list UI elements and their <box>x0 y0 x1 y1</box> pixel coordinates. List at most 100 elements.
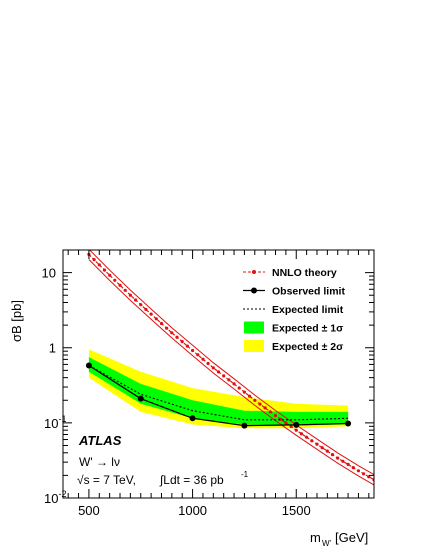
legend-entry: Expected ± 2σ <box>244 340 343 353</box>
x-tick-label: 1000 <box>178 503 207 518</box>
theory-point <box>341 459 345 463</box>
observed-point <box>293 421 300 428</box>
theory-point <box>97 263 101 267</box>
bands-layer <box>88 349 349 429</box>
theory-point <box>216 370 221 374</box>
theory-band-lower <box>88 259 374 486</box>
theory-point <box>242 390 246 394</box>
legend-label: Expected ± 2σ <box>272 341 343 353</box>
band-2sigma <box>88 349 349 429</box>
svg-text:m: m <box>310 530 321 545</box>
theory-point <box>330 453 335 457</box>
theory-point <box>108 273 112 277</box>
observed-limit-line <box>88 364 349 427</box>
theory-point <box>170 331 174 335</box>
theory-point <box>310 439 314 443</box>
plot-frame <box>62 249 375 499</box>
svg-text:W': W' <box>322 539 332 548</box>
theory-point <box>201 357 205 361</box>
legend-label: Observed limit <box>272 286 345 298</box>
x-tick-label: 500 <box>78 503 100 518</box>
legend-marker <box>251 287 257 294</box>
theory-layer <box>87 250 374 486</box>
frame-layer <box>62 249 375 499</box>
theory-point <box>362 472 366 476</box>
theory-point <box>196 353 200 357</box>
theory-point <box>227 378 231 382</box>
legend-label: NNLO theory <box>272 267 337 279</box>
legend-swatch <box>244 340 264 352</box>
theory-point <box>180 340 184 344</box>
theory-point <box>346 462 350 466</box>
theory-point <box>144 307 148 311</box>
y-tick-label: 1 <box>49 341 56 356</box>
x-tick-label: 1500 <box>282 503 311 518</box>
theory-point <box>258 402 262 406</box>
theory-band-upper <box>88 250 374 476</box>
theory-point <box>289 424 293 429</box>
energy-label: √s = 7 TeV, <box>77 473 136 487</box>
theory-point <box>165 326 169 330</box>
observed-point <box>189 415 196 422</box>
theory-point <box>237 386 241 390</box>
expected-limit-line <box>88 365 349 421</box>
svg-text:[GeV]: [GeV] <box>335 530 368 545</box>
process-label: W' → lν <box>79 455 120 469</box>
theory-point <box>232 382 236 386</box>
observed-point <box>85 362 92 369</box>
theory-line <box>88 253 374 481</box>
y-axis-label: σB [pb] <box>9 300 24 342</box>
observed-point <box>241 422 248 429</box>
observed-point <box>345 420 352 427</box>
y-tick-label: 10-2 <box>44 489 66 506</box>
y-tick-exponent: -2 <box>58 489 66 499</box>
theory-point <box>305 435 309 439</box>
theory-point <box>139 303 143 307</box>
theory-point <box>336 456 340 460</box>
y-tick-label: 10 <box>42 266 56 281</box>
theory-point <box>211 366 215 370</box>
theory-point <box>273 414 278 418</box>
experiment-label: ATLAS <box>78 433 122 448</box>
theory-point <box>299 432 303 436</box>
theory-point <box>134 298 138 302</box>
legend-entry: Expected limit <box>243 304 344 316</box>
lumi-label: ∫Ldt = 36 pb <box>159 473 224 487</box>
theory-point <box>294 428 298 432</box>
theory-point <box>102 268 107 272</box>
theory-point <box>222 374 226 378</box>
theory-point <box>149 312 153 316</box>
theory-point <box>154 317 158 321</box>
legend-swatch <box>244 321 264 334</box>
x-axis-label: m W' [GeV] <box>310 530 368 548</box>
theory-point <box>268 410 272 414</box>
lumi-exponent: -1 <box>241 470 249 479</box>
theory-point <box>367 475 371 479</box>
theory-point <box>248 394 252 398</box>
legend-entry: NNLO theory <box>243 267 337 279</box>
theory-point <box>320 446 324 450</box>
theory-point <box>191 348 195 353</box>
observed-point <box>137 395 144 402</box>
legend: NNLO theory Observed limit Expected limit E… <box>243 267 345 353</box>
theory-point <box>206 361 210 366</box>
theory-point <box>185 344 189 348</box>
theory-point <box>113 278 117 282</box>
theory-point <box>92 258 96 262</box>
theory-point <box>175 335 179 339</box>
legend-entry: Expected ± 1σ <box>244 321 343 335</box>
legend-label: Expected ± 1σ <box>272 323 343 335</box>
theory-point <box>123 288 127 292</box>
theory-point <box>315 442 319 446</box>
theory-point <box>351 466 355 470</box>
legend-label: Expected limit <box>272 304 344 316</box>
theory-point <box>356 469 360 473</box>
theory-point <box>128 293 132 297</box>
theory-point <box>253 398 257 402</box>
theory-point <box>159 321 164 326</box>
legend-entry: Observed limit <box>243 286 345 298</box>
theory-point <box>284 421 288 425</box>
